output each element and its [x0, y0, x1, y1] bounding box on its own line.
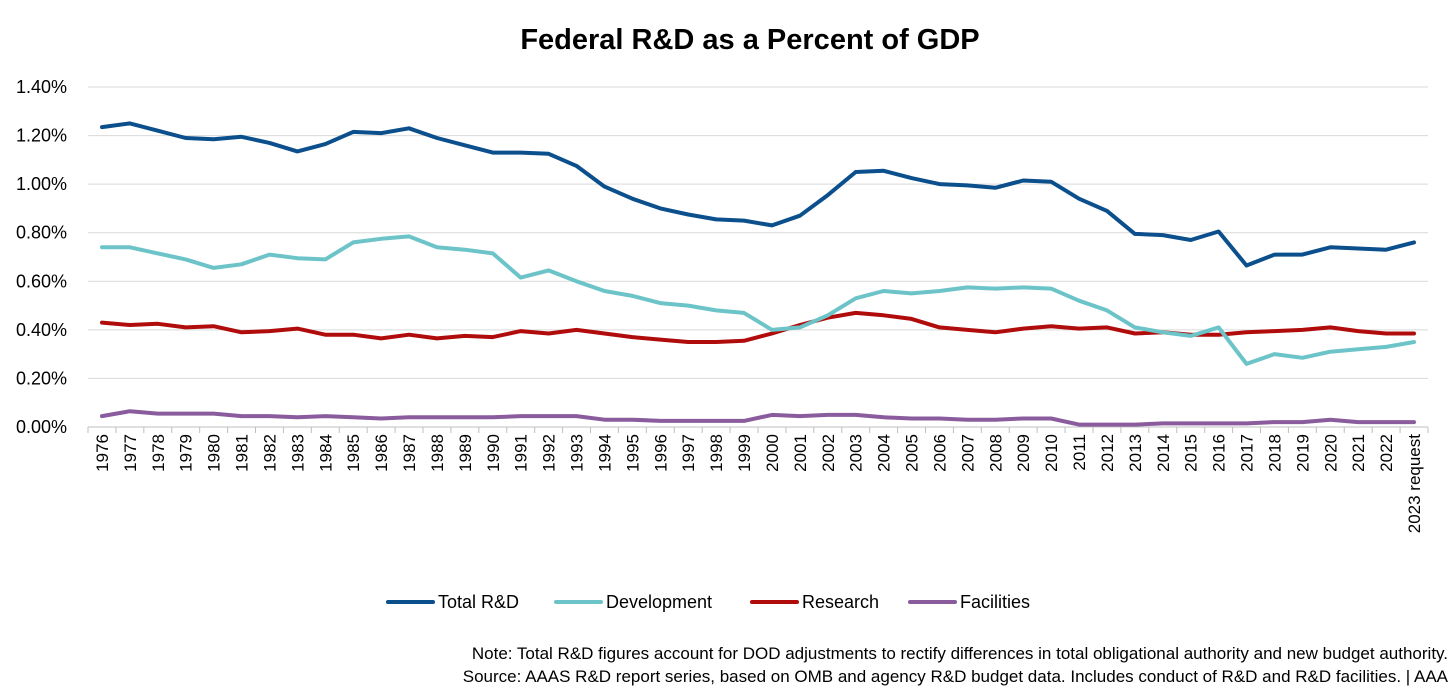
- y-tick-label: 0.00%: [16, 417, 67, 437]
- y-tick-label: 1.40%: [16, 77, 67, 97]
- x-tick-label: 2012: [1098, 434, 1117, 472]
- source-text: Source: AAAS R&D report series, based on…: [462, 667, 1448, 686]
- x-tick-label: 1995: [623, 434, 642, 472]
- x-tick-label: 1998: [707, 434, 726, 472]
- x-tick-label: 1991: [512, 434, 531, 472]
- x-tick-label: 1982: [260, 434, 279, 472]
- legend-label: Total R&D: [438, 592, 519, 612]
- x-tick-label: 1999: [735, 434, 754, 472]
- x-tick-label: 2005: [903, 434, 922, 472]
- legend-label: Research: [802, 592, 879, 612]
- legend-label: Development: [606, 592, 712, 612]
- x-tick-label: 1987: [400, 434, 419, 472]
- x-tick-label: 2003: [847, 434, 866, 472]
- x-tick-label: 1978: [149, 434, 168, 472]
- series-line-facilities: [100, 409, 1416, 427]
- x-axis: [87, 426, 1429, 433]
- x-tick-label: 1977: [121, 434, 140, 472]
- chart-notes: Note: Total R&D figures account for DOD …: [463, 642, 1448, 688]
- x-tick-label: 1984: [316, 434, 335, 472]
- y-tick-label: 0.80%: [16, 223, 67, 243]
- x-tick-label: 2009: [1014, 434, 1033, 472]
- x-tick-label: 1976: [93, 434, 112, 472]
- x-tick-label: 2020: [1321, 434, 1340, 472]
- chart-title: Federal R&D as a Percent of GDP: [520, 24, 979, 56]
- x-tick-label: 2008: [986, 434, 1005, 472]
- x-tick-label: 2018: [1265, 434, 1284, 472]
- legend: Total R&D Development Research Facilities: [386, 592, 1030, 612]
- note-text: Note: Total R&D figures account for DOD …: [471, 644, 1448, 663]
- y-tick-label: 0.20%: [16, 368, 67, 388]
- x-tick-label: 2022: [1377, 434, 1396, 472]
- x-tick-label: 2019: [1293, 434, 1312, 472]
- x-tick-label: 1981: [233, 434, 252, 472]
- x-tick-label: 2014: [1154, 434, 1173, 472]
- x-tick-label: 1992: [540, 434, 559, 472]
- x-tick-label: 2016: [1210, 434, 1229, 472]
- x-tick-label: 2006: [930, 434, 949, 472]
- y-tick-label: 0.40%: [16, 320, 67, 340]
- x-tick-label: 1988: [428, 434, 447, 472]
- series-lines: [100, 121, 1416, 427]
- x-tick-label: 1985: [344, 434, 363, 472]
- y-axis-ticks: 0.00% 0.20% 0.40% 0.60% 0.80% 1.00% 1.20% 1.40%: [16, 77, 67, 437]
- x-tick-label: 2002: [819, 434, 838, 472]
- legend-label: Facilities: [960, 592, 1030, 612]
- x-tick-label: 1993: [568, 434, 587, 472]
- x-tick-label: 1994: [595, 434, 614, 472]
- x-tick-label: 2001: [791, 434, 810, 472]
- y-tick-label: 0.60%: [16, 271, 67, 291]
- x-tick-label: 2010: [1042, 434, 1061, 472]
- x-tick-label: 1979: [177, 434, 196, 472]
- x-tick-label: 2004: [875, 434, 894, 472]
- x-tick-label: 1980: [205, 434, 224, 472]
- x-tick-label: 1990: [484, 434, 503, 472]
- x-tick-label: 1989: [456, 434, 475, 472]
- x-tick-label: 2000: [763, 434, 782, 472]
- x-tick-label: 2021: [1349, 434, 1368, 472]
- x-tick-label: 2023 request: [1405, 434, 1424, 534]
- x-tick-label: 1986: [372, 434, 391, 472]
- y-tick-label: 1.00%: [16, 174, 67, 194]
- x-tick-label: 1996: [651, 434, 670, 472]
- x-tick-label: 1997: [679, 434, 698, 472]
- y-tick-label: 1.20%: [16, 126, 67, 146]
- x-tick-label: 2007: [958, 434, 977, 472]
- series-line-total-r-d: [100, 121, 1416, 268]
- x-tick-label: 2017: [1238, 434, 1257, 472]
- x-tick-label: 2015: [1182, 434, 1201, 472]
- x-tick-label: 2011: [1070, 434, 1089, 471]
- x-tick-label: 2013: [1126, 434, 1145, 472]
- x-tick-label: 1983: [288, 434, 307, 472]
- x-axis-ticks: 1976 1977 1978 1979 1980 1981 1982 1983 1984 1985…: [93, 434, 1424, 534]
- series-line-development: [100, 234, 1416, 366]
